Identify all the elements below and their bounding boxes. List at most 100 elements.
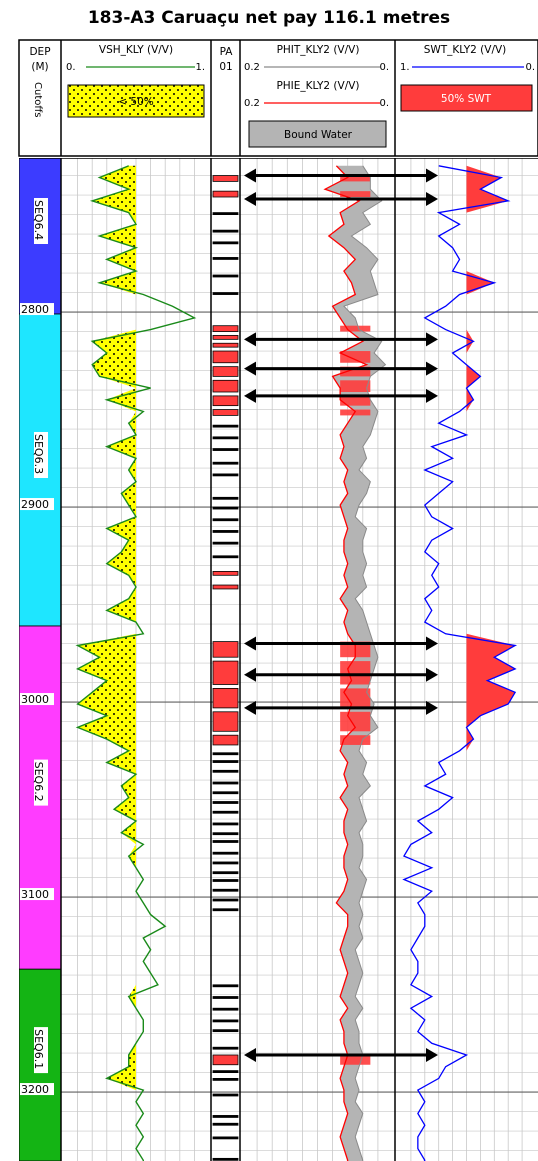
payflag-track: [212, 175, 239, 1161]
payflag-interval: [212, 571, 239, 576]
payflag-interval: [212, 409, 239, 416]
zone-label-bg-SEQ6.4: [34, 198, 48, 244]
payflag-interval: [212, 1019, 239, 1023]
payflag-interval: [212, 212, 239, 216]
payflag-interval: [212, 366, 239, 377]
porosity-pay-fill: [340, 395, 371, 406]
cutoffs-label: Cutoffs: [32, 82, 43, 117]
porosity-track: [323, 165, 387, 1161]
porosity-pay-fill: [340, 366, 371, 377]
pay-arrow-head-right: [426, 667, 438, 682]
payflag-interval: [212, 840, 239, 843]
payflag-interval: [212, 908, 239, 912]
bound-water-label: Bound Water: [284, 129, 353, 141]
payflag-interval: [212, 325, 239, 332]
payflag-interval: [212, 1070, 239, 1073]
payflag-interval: [212, 832, 239, 836]
pay-arrow-head-left: [244, 332, 256, 347]
payflag-interval: [212, 984, 239, 988]
payflag-interval: [212, 473, 239, 477]
payflag-interval: [212, 822, 239, 826]
zone-label-SEQ6.3: SEQ6.3: [32, 434, 45, 474]
payflag-interval: [212, 190, 239, 198]
pay-arrow-head-right: [426, 636, 438, 651]
zone-label-SEQ6.4: SEQ6.4: [32, 200, 45, 240]
depth-label-bg: [20, 888, 54, 901]
zone-label-bg-SEQ6.2: [34, 759, 48, 806]
pay-arrow-head-left: [244, 636, 256, 651]
payflag-interval: [212, 461, 239, 465]
payflag-interval: [212, 530, 239, 533]
payflag-interval: [212, 888, 239, 892]
phit-scale-left: 0.2: [244, 62, 260, 73]
porosity-pay-fill: [340, 1055, 371, 1065]
payflag-interval: [212, 335, 239, 340]
phie-curve: [323, 165, 369, 1161]
plot-area: SEQ6.4 SEQ6.3 SEQ6.2 SEQ6.1 2800 2900 3000 310…: [19, 158, 538, 1161]
payflag-interval: [212, 292, 239, 295]
zone-label-SEQ6.1: SEQ6.1: [32, 1029, 45, 1069]
vsh-cutoff-label: < 50%: [118, 96, 153, 108]
pay-arrow: [244, 1048, 438, 1062]
payflag-interval: [212, 1078, 239, 1081]
swt-pay-fill: [466, 165, 516, 1161]
payflag-header-line2: 01: [219, 61, 232, 73]
payflag-interval: [212, 395, 239, 407]
payflag-interval: [212, 424, 239, 428]
pay-arrow-head-left: [244, 388, 256, 403]
pay-arrow-head-left: [244, 700, 256, 715]
payflag-interval: [212, 810, 239, 814]
payflag-interval: [212, 641, 239, 658]
depth-header-line2: (M): [31, 61, 48, 73]
payflag-interval: [212, 1136, 239, 1140]
phie-scale-left: 0.2: [244, 98, 260, 109]
pay-arrow-head-left: [244, 667, 256, 682]
porosity-pay-fill: [340, 711, 371, 732]
porosity-pay-fill: [340, 380, 371, 392]
porosity-pay-fill: [340, 325, 371, 332]
payflag-interval: [212, 1054, 239, 1066]
pay-arrow: [244, 636, 438, 651]
phie-header-name: PHIE_KLY2 (V/V): [276, 80, 359, 92]
pay-arrow: [244, 361, 438, 376]
phie-scale-right: 0.: [379, 98, 389, 109]
payflag-interval: [212, 1122, 239, 1126]
pay-arrow-head-left: [244, 361, 256, 376]
payflag-interval: [212, 229, 239, 233]
bound-water-swatch: [248, 120, 387, 148]
porosity-pay-fill: [340, 351, 371, 363]
payflag-interval: [212, 711, 239, 732]
porosity-pay-fill: [340, 175, 371, 182]
pay-arrow: [244, 700, 438, 715]
phit-curve: [343, 165, 387, 1161]
payflag-interval: [212, 769, 239, 773]
chart-title: 183-A3 Caruaçu net pay 116.1 metres: [87, 8, 451, 28]
depth-label-bg: [20, 693, 54, 706]
payflag-interval: [212, 996, 239, 999]
phit-header-name: PHIT_KLY2 (V/V): [277, 44, 360, 56]
pay-arrow: [244, 332, 438, 347]
payflag-interval: [212, 734, 239, 746]
vsh-cutoff-fill: [77, 165, 136, 1161]
payflag-interval: [212, 1029, 239, 1033]
depth-header-line1: DEP: [29, 46, 50, 58]
swt-cutoff-swatch: [400, 84, 533, 112]
phit-scale-right: 0.: [379, 62, 389, 73]
pay-arrow-head-right: [426, 191, 438, 206]
pay-arrow-head-right: [426, 1048, 438, 1062]
payflag-interval: [212, 861, 239, 865]
payflag-interval: [212, 342, 239, 348]
depth-label-3200: 3200: [21, 1083, 49, 1096]
depth-label-bg: [20, 1083, 54, 1096]
payflag-interval: [212, 350, 239, 364]
depth-label-2800: 2800: [21, 303, 49, 316]
pay-arrow-head-right: [426, 168, 438, 183]
pay-arrow: [244, 667, 438, 682]
zone-label-bg-SEQ6.3: [34, 432, 48, 478]
zone-label-bg-SEQ6.1: [34, 1027, 48, 1074]
porosity-pay-fill: [340, 191, 371, 197]
payflag-interval: [212, 257, 239, 260]
depth-tick-labels: 2800 2900 3000 3100 3200: [20, 303, 54, 1096]
payflag-interval: [212, 760, 239, 763]
